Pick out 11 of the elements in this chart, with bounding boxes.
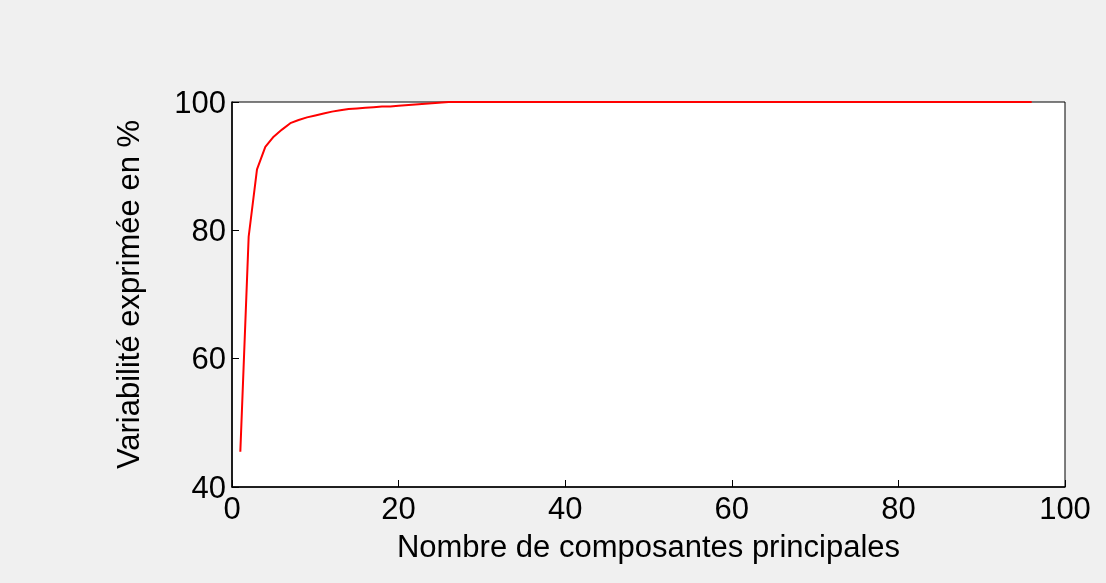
x-axis-title: Nombre de composantes principales [396, 529, 901, 564]
x-tick-label: 60 [714, 491, 750, 526]
y-tick-label: 100 [174, 84, 226, 120]
y-tick-label: 80 [191, 212, 226, 248]
y-tick-label: 60 [191, 341, 226, 377]
x-tick-label: 40 [547, 491, 583, 526]
x-tick-label: 100 [1039, 491, 1091, 526]
y-axis-title: Variabilité exprimée en % [111, 119, 146, 470]
x-tick-label: 80 [881, 491, 916, 526]
x-tick-label: 20 [381, 491, 416, 526]
line-series [239, 101, 1033, 453]
